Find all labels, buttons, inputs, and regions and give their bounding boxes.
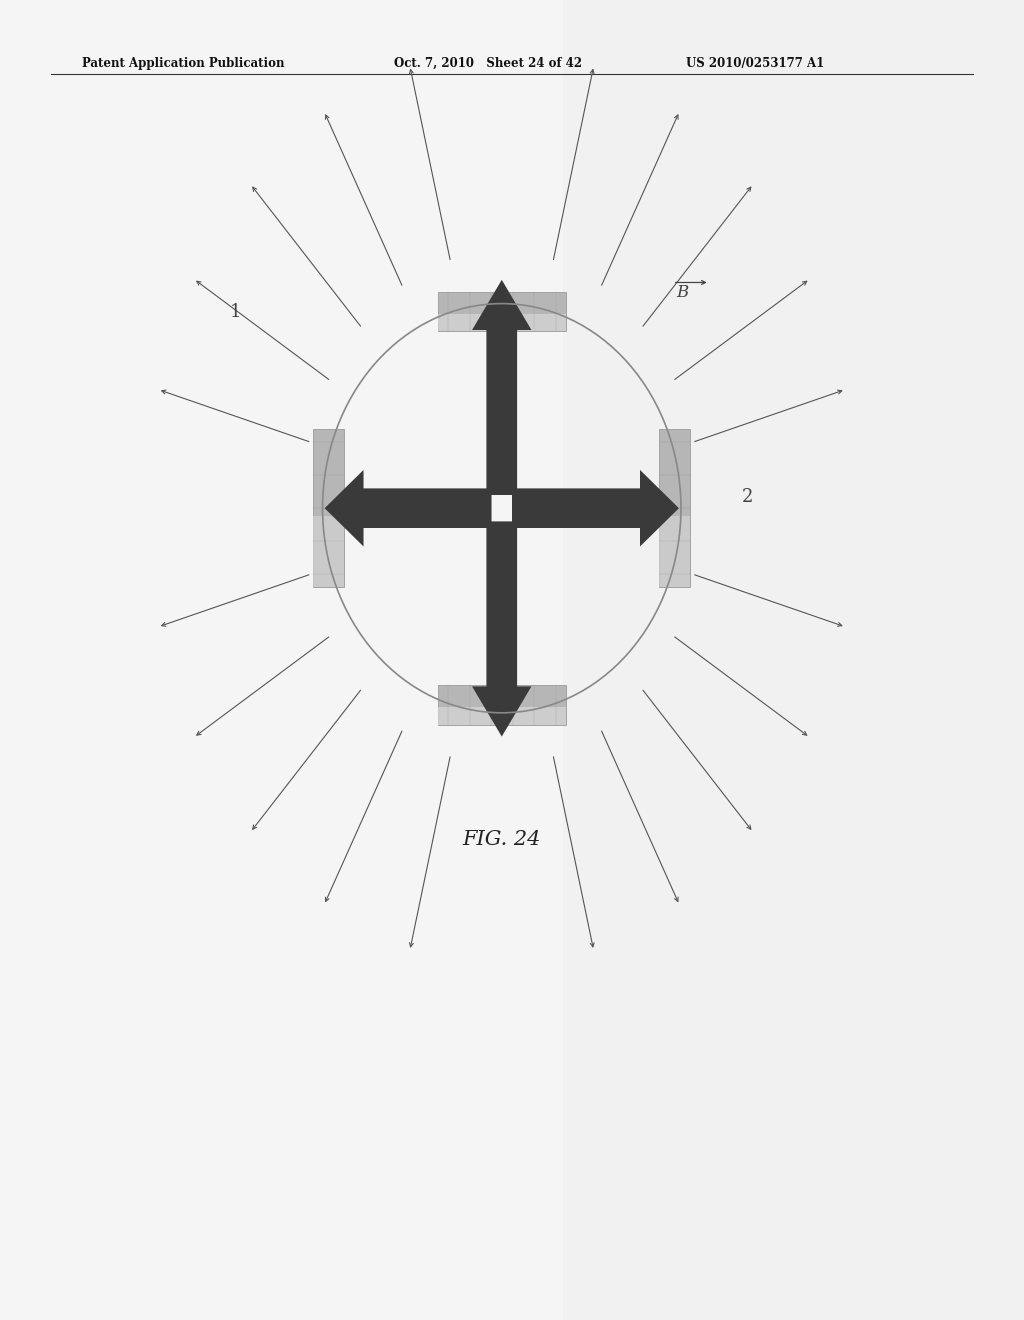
Polygon shape <box>325 470 492 546</box>
Polygon shape <box>512 470 679 546</box>
Text: Oct. 7, 2010   Sheet 24 of 42: Oct. 7, 2010 Sheet 24 of 42 <box>394 57 583 70</box>
Bar <box>438 708 565 725</box>
Polygon shape <box>472 280 531 495</box>
Text: B: B <box>676 284 688 301</box>
Text: 2: 2 <box>741 487 754 506</box>
Bar <box>438 292 565 331</box>
Bar <box>659 516 690 587</box>
Polygon shape <box>472 521 531 737</box>
Text: FIG. 24: FIG. 24 <box>463 830 541 849</box>
Bar <box>438 685 565 725</box>
Bar <box>313 429 344 587</box>
Text: US 2010/0253177 A1: US 2010/0253177 A1 <box>686 57 824 70</box>
Bar <box>438 314 565 331</box>
Bar <box>563 0 1024 1320</box>
Bar <box>659 429 690 587</box>
Bar <box>313 516 344 587</box>
Text: Patent Application Publication: Patent Application Publication <box>82 57 285 70</box>
Text: 1: 1 <box>229 302 242 321</box>
